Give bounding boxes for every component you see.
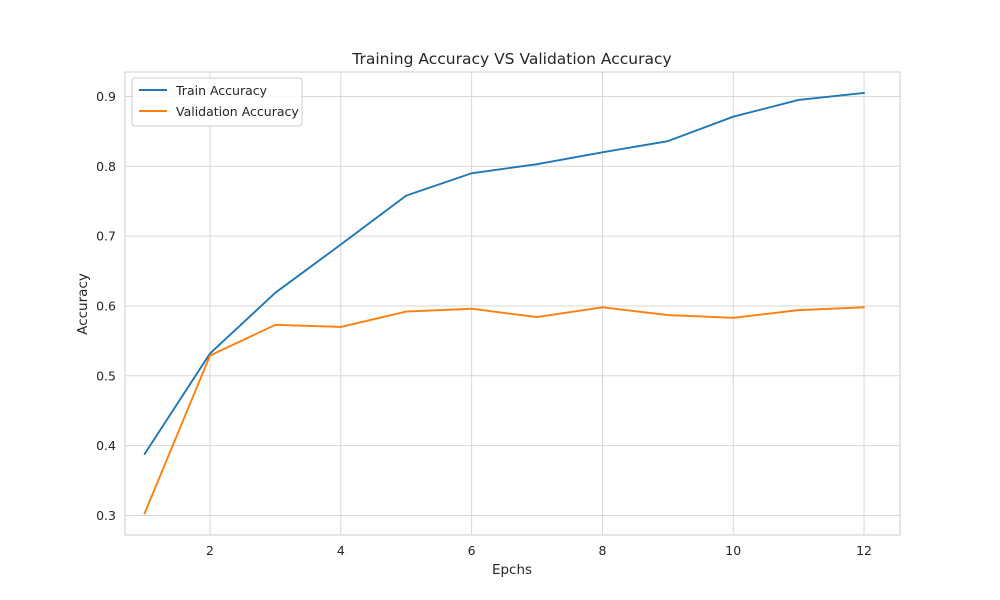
x-axis-label: Epchs	[492, 562, 532, 578]
series-line-validation-accuracy	[143, 306, 865, 515]
x-tick-label: 10	[725, 543, 741, 558]
y-tick-label: 0.4	[96, 438, 116, 453]
legend-label-validation-accuracy: Validation Accuracy	[176, 104, 299, 119]
y-tick-label: 0.3	[96, 508, 116, 523]
y-axis-label: Accuracy	[75, 273, 91, 335]
chart-title: Training Accuracy VS Validation Accuracy	[351, 50, 671, 68]
series-line-train-accuracy	[143, 91, 865, 455]
x-tick-label: 6	[468, 543, 476, 558]
x-tick-label: 4	[337, 543, 345, 558]
y-tick-label: 0.5	[96, 368, 116, 383]
y-tick-label: 0.8	[96, 159, 116, 174]
x-tick-label: 8	[598, 543, 606, 558]
series-layer	[143, 91, 865, 515]
y-tick-label: 0.7	[96, 229, 116, 244]
grid	[125, 72, 900, 535]
y-axis-ticks: 0.3 0.4 0.5 0.6 0.7 0.8 0.9	[96, 89, 116, 523]
x-tick-label: 2	[206, 543, 214, 558]
legend-label-train-accuracy: Train Accuracy	[175, 83, 268, 98]
y-tick-label: 0.9	[96, 89, 116, 104]
x-axis-ticks: 2 4 6 8 10 12	[206, 543, 872, 558]
legend-box	[131, 77, 303, 127]
legend: Train Accuracy Validation Accuracy	[131, 77, 303, 127]
x-tick-label: 12	[856, 543, 872, 558]
plot-area	[124, 71, 901, 536]
y-tick-label: 0.6	[96, 298, 116, 313]
